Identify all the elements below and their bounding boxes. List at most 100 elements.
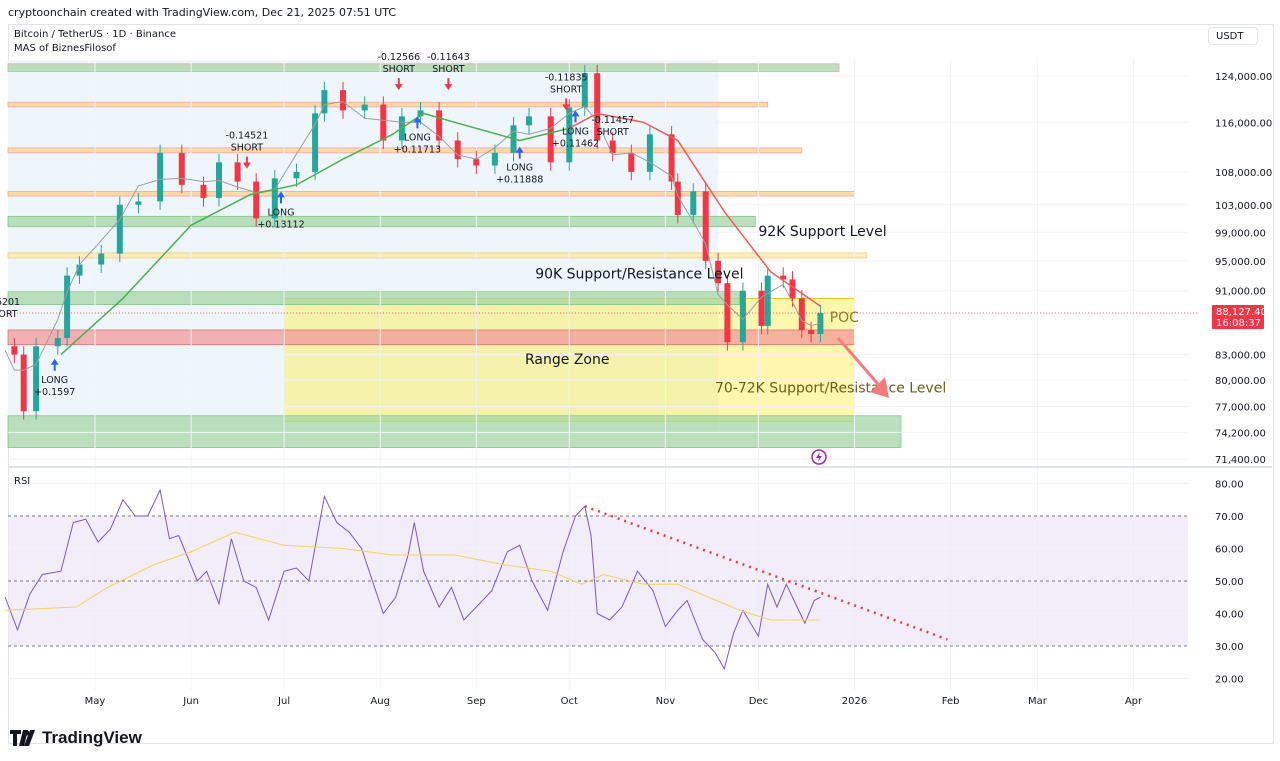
- currency-button[interactable]: USDT: [1208, 27, 1258, 45]
- candle-body: [758, 290, 765, 326]
- y-tick-label: 108,000.00: [1215, 168, 1272, 179]
- x-tick-label: Oct: [561, 696, 578, 707]
- level-yellow-line: [7, 252, 868, 259]
- candle-body: [380, 104, 387, 141]
- tradingview-logo-icon: [10, 730, 35, 746]
- candle-body: [20, 354, 27, 412]
- candle-body: [473, 159, 480, 166]
- last-price-value: 88,127.40: [1216, 307, 1267, 318]
- candle-body: [594, 73, 601, 141]
- signal-long: LONG+0.1597: [34, 358, 75, 398]
- signal-long: LONG+0.11462: [552, 110, 599, 149]
- candle-body: [739, 290, 746, 343]
- rsi-line: [4, 488, 821, 671]
- y-tick-label: 95,000.00: [1215, 257, 1266, 268]
- y-tick-label: 91,000.00: [1215, 287, 1266, 298]
- rsi_ma-line: [5, 531, 821, 621]
- level-green-line: [7, 63, 840, 72]
- signal-label: LONG: [41, 375, 68, 386]
- signal-label: +0.13112: [257, 219, 304, 230]
- candle-body: [628, 152, 635, 172]
- indicator-title: MAS of BiznesFilosof: [14, 43, 116, 54]
- signal-label: -0.14521: [226, 131, 269, 142]
- x-tick-label: Sep: [467, 696, 486, 707]
- annotation-label: 70-72K Support/Resistance Level: [715, 380, 946, 396]
- candle-body: [491, 152, 498, 166]
- rsi-y-tick-label: 30.00: [1215, 642, 1244, 653]
- rsi-trendline: [584, 505, 948, 641]
- candle-body: [157, 152, 164, 202]
- x-tick-label: Mar: [1028, 696, 1048, 707]
- long-arrow-icon: [571, 110, 580, 123]
- projection-arrowhead-icon: [870, 377, 889, 398]
- countdown-timer: 16:08:37: [1216, 318, 1261, 329]
- candle-body: [361, 104, 368, 111]
- annotation-label: 92K Support Level: [758, 224, 886, 240]
- candle-body: [116, 204, 123, 254]
- lightning-bolt-icon: [816, 452, 822, 462]
- x-tick-label: Feb: [942, 696, 960, 707]
- candle-body: [54, 338, 61, 347]
- tradingview-logo: TradingView: [10, 728, 142, 748]
- short-arrow-icon: [394, 78, 403, 91]
- candle-body: [581, 73, 588, 108]
- y-tick-label: 74,200.00: [1215, 428, 1266, 439]
- long-arrow-icon: [50, 358, 59, 371]
- candle-body: [271, 178, 278, 219]
- signal-long: LONG+0.13112: [257, 191, 305, 230]
- signal-label: -0.11457: [591, 115, 634, 126]
- candle-body: [135, 201, 142, 205]
- rsi-y-tick-label: 40.00: [1215, 610, 1244, 621]
- projection-arrow: [836, 337, 880, 385]
- candle-body: [200, 184, 207, 199]
- signal-label: -0.12566: [377, 52, 420, 63]
- chart-credit: cryptoonchain created with TradingView.c…: [8, 6, 397, 19]
- signal-label: +0.11462: [552, 138, 599, 149]
- rsi-y-tick-label: 60.00: [1215, 545, 1244, 556]
- y-tick-label: 124,000.00: [1215, 72, 1272, 83]
- candle-body: [11, 346, 18, 355]
- annotation-label: POC: [830, 310, 859, 326]
- signal-label: +0.1597: [34, 387, 75, 398]
- candle-body: [178, 152, 185, 185]
- candle-body: [98, 253, 105, 265]
- y-tick-label: 83,000.00: [1215, 351, 1266, 362]
- candle-body: [808, 329, 815, 335]
- short-arrow-icon: [444, 78, 453, 91]
- slow-ma-line-up: [60, 112, 570, 356]
- candle-body: [293, 171, 300, 179]
- candle-body: [312, 113, 319, 172]
- candle-body: [702, 191, 709, 261]
- x-tick-label: Nov: [656, 696, 676, 707]
- short-arrow-icon: [608, 140, 617, 153]
- signal-label: SHORT: [231, 143, 264, 154]
- annotation-label: 90K Support/Resistance Level: [535, 267, 743, 283]
- long-arrow-icon: [413, 116, 422, 129]
- long-arrow-icon: [277, 191, 285, 204]
- range-zone-label: Range Zone: [525, 352, 610, 368]
- signal-long: LONG+0.11888: [496, 146, 543, 186]
- level-orange-line: [7, 101, 769, 108]
- candle-body: [526, 116, 532, 126]
- x-tick-label: Aug: [370, 696, 390, 707]
- y-tick-label: 103,000.00: [1215, 201, 1272, 212]
- candle-body: [798, 298, 805, 330]
- candle-body: [436, 110, 443, 141]
- candle-body: [646, 134, 653, 172]
- candle-body: [64, 275, 71, 339]
- signal-label: +0.11713: [394, 144, 441, 155]
- short-arrow-icon: [562, 98, 571, 111]
- x-tick-label: 2026: [842, 696, 867, 707]
- candle-body: [780, 275, 787, 280]
- slow-ma-line-down: [568, 112, 821, 307]
- signal-label: SHORT: [383, 64, 416, 75]
- signal-label: LONG: [506, 163, 533, 174]
- candle-body: [76, 264, 83, 276]
- x-tick-label: Jun: [182, 696, 199, 707]
- candle-body: [764, 275, 771, 326]
